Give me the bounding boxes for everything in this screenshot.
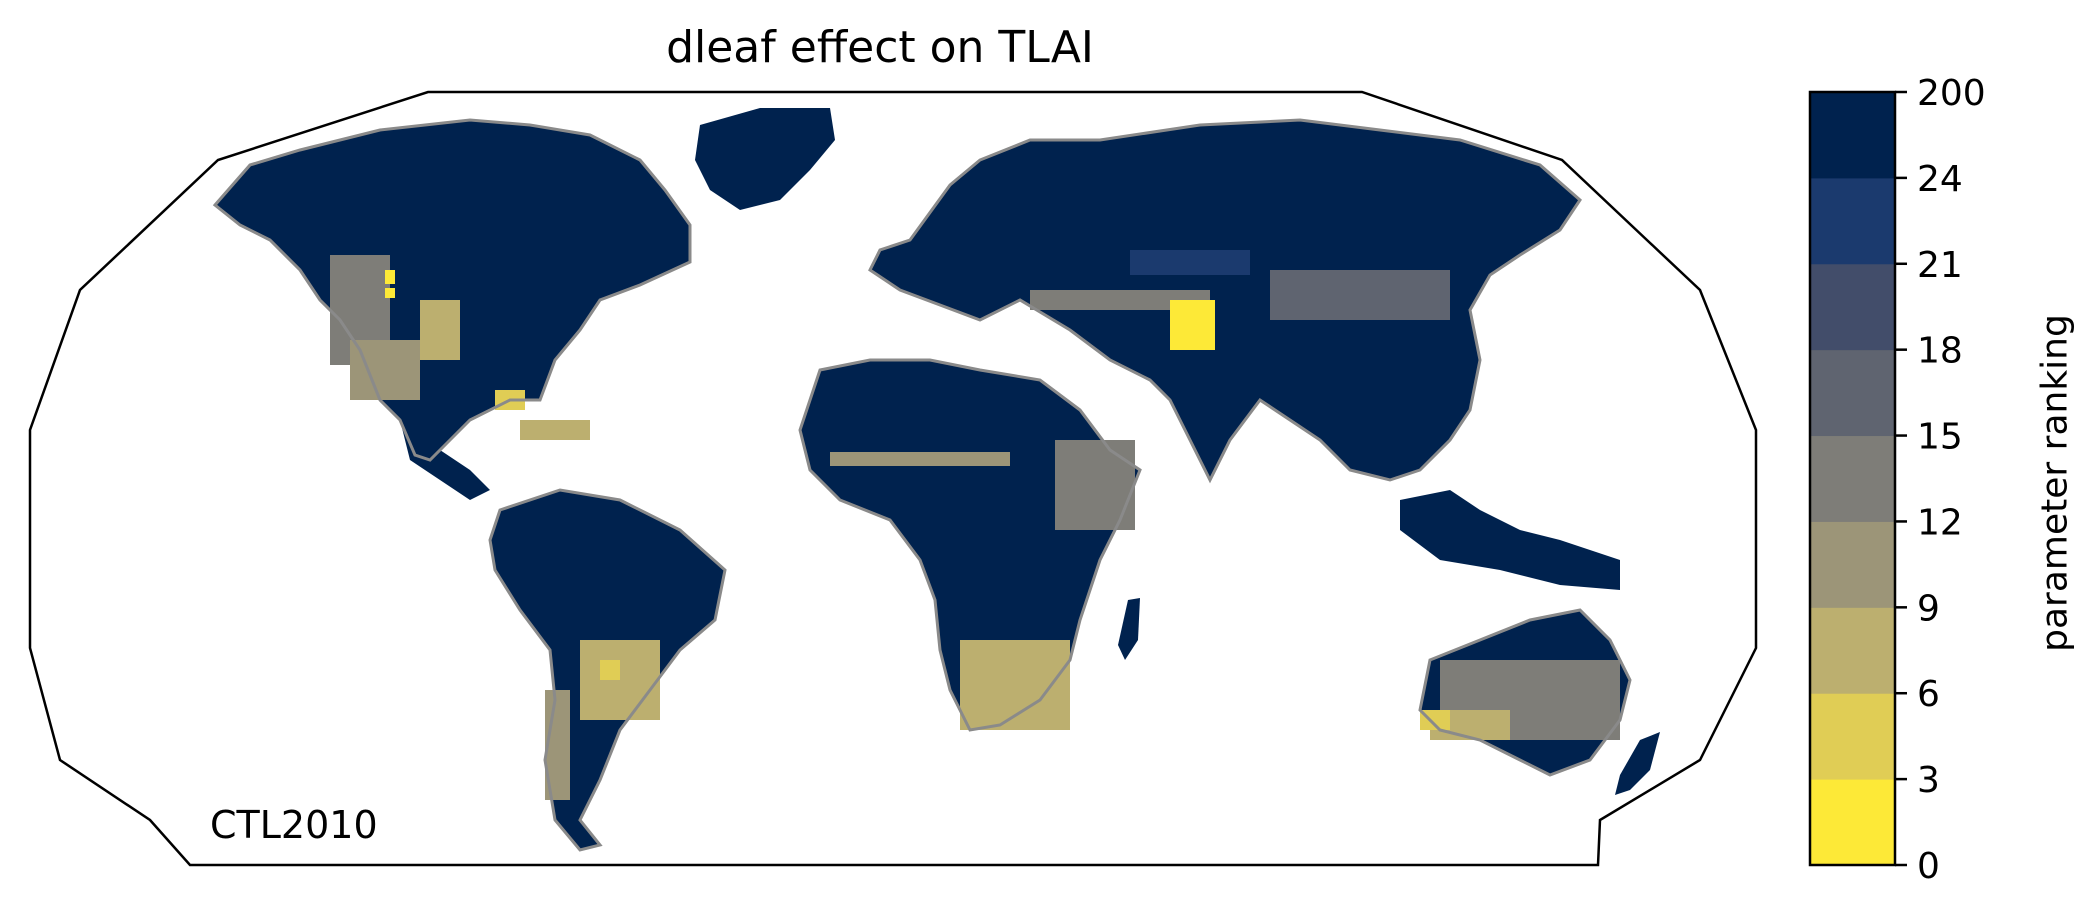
coastlines [212, 118, 1632, 852]
colorbar-segment [1810, 263, 1895, 351]
colorbar-tick-label: 18 [1917, 331, 1963, 372]
map-title: dleaf effect on TLAI [666, 22, 1094, 73]
world-map [28, 90, 1758, 867]
colorbar-tick-label: 0 [1917, 846, 1940, 887]
colorbar-tick-label: 3 [1917, 760, 1940, 801]
colorbar-segment [1810, 607, 1895, 694]
islands-southeast-asia [1400, 490, 1620, 590]
island-new-zealand [1615, 732, 1660, 795]
colorbar-label: parameter ranking [2034, 314, 2076, 652]
colorbar-segment [1810, 177, 1895, 265]
colorbar-tick-label: 21 [1917, 245, 1963, 286]
continent-greenland [695, 108, 835, 210]
colorbar-segment [1810, 693, 1895, 780]
globe-boundary [28, 90, 1758, 867]
run-label: CTL2010 [210, 803, 378, 847]
land-layer [215, 108, 1660, 850]
island-madagascar [1118, 598, 1140, 660]
continent-central-america [400, 420, 490, 500]
colorbar-segment [1810, 349, 1895, 437]
colorbar-frame [1808, 90, 1897, 867]
colorbar-segment [1810, 521, 1895, 608]
colorbar-tick-label: 6 [1917, 674, 1940, 715]
ranking-patches [330, 250, 1620, 800]
colorbar-segment [1810, 92, 1895, 179]
colorbar-tick-label: 24 [1917, 159, 1963, 200]
colorbar-tick-label: 9 [1917, 588, 1940, 629]
colorbar-tick-label: 200 [1917, 73, 1986, 114]
colorbar-segment [1810, 779, 1895, 866]
colorbar-segment [1810, 435, 1895, 522]
colorbar-tick-label: 15 [1917, 417, 1963, 458]
continent-eurasia [870, 120, 1580, 480]
continent-north-america [215, 120, 690, 460]
colorbar-tick-label: 12 [1917, 502, 1963, 543]
